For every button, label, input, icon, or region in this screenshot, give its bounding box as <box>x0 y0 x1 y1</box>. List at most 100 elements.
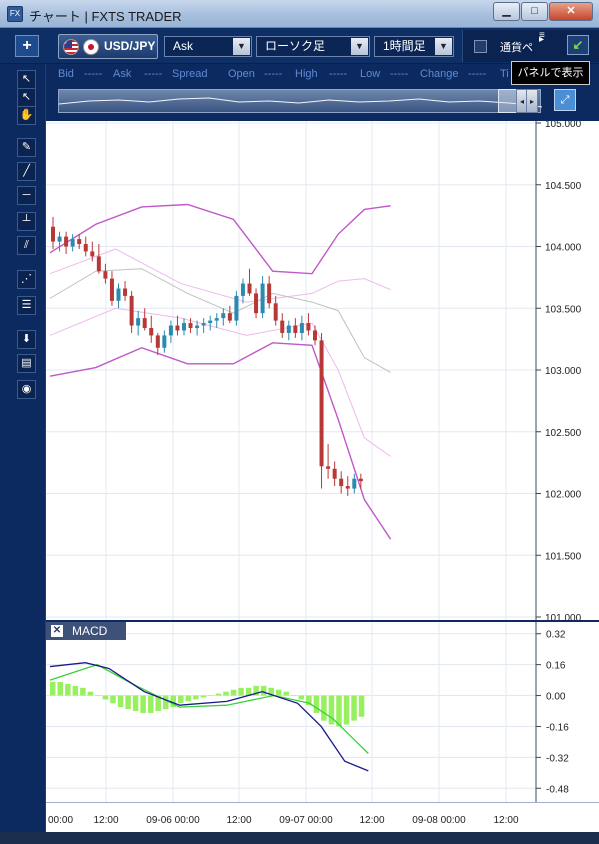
time-tick-label: 09-08 00:00 <box>412 815 466 826</box>
pane-separator[interactable] <box>46 620 599 622</box>
time-tick-label: 09-06 00:00 <box>146 815 200 826</box>
macd-histogram-bar <box>230 689 237 696</box>
macd-histogram-bar <box>298 695 305 700</box>
fibonacci-icon[interactable]: ☰ <box>17 296 36 315</box>
bollinger-middle-band <box>49 268 391 373</box>
candle-body <box>70 239 75 247</box>
candle-body <box>57 236 62 242</box>
candle-body <box>214 318 219 321</box>
vertical-line-icon[interactable]: ┴ <box>17 212 36 231</box>
tooltip: パネルで表示 <box>511 61 590 85</box>
symbol-button[interactable]: USD/JPY <box>58 34 158 59</box>
macd-tick-label: 0.16 <box>546 661 566 672</box>
window-title: チャート | FXTS TRADER <box>29 9 182 24</box>
symbol-label: USD/JPY <box>104 39 156 53</box>
low-label: Low <box>360 68 381 80</box>
maximize-button[interactable]: □ <box>521 2 548 21</box>
pen-icon[interactable]: ✎ <box>17 138 36 157</box>
bollinger-inner-lower-band <box>49 307 391 457</box>
chevron-down-icon: ▼ <box>435 38 452 55</box>
macd-chart[interactable]: 0.32 0.16 0.00 -0.16 -0.32 -0.48 <box>46 622 599 802</box>
candle-body <box>129 295 134 326</box>
macd-histogram-bar <box>110 695 116 704</box>
candle-body <box>332 468 337 479</box>
macd-histogram-bar <box>132 695 139 711</box>
candle-body <box>201 323 206 326</box>
macd-histogram-bar <box>87 691 94 696</box>
detach-arrow-icon[interactable]: ↙ <box>567 35 589 55</box>
menu-grip-icon[interactable]: ≡ ▸ <box>539 30 545 45</box>
candle-body <box>175 325 180 331</box>
time-tick-label: 12:00 <box>493 815 518 826</box>
chart-toolbar: + USD/JPY Ask ▼ ローソク足 ▼ 1時間足 ▼ 通貨ペ ≡ ▸ ↙ <box>0 28 599 64</box>
macd-histogram-bar <box>80 687 86 696</box>
candle-body <box>123 288 128 296</box>
close-macd-icon[interactable]: ✕ <box>51 625 63 637</box>
candle-body <box>83 244 88 252</box>
candle-body <box>247 283 252 294</box>
crosshair-cursor-icon[interactable]: ↖ <box>17 88 36 107</box>
time-label: Ti <box>500 68 509 80</box>
camera-icon[interactable]: ◉ <box>17 380 36 399</box>
macd-histogram-bar <box>155 695 161 711</box>
candle-body <box>162 335 167 348</box>
bid-label: Bid <box>58 68 74 80</box>
macd-histogram-bar <box>72 685 79 696</box>
macd-histogram-bar <box>268 687 274 696</box>
change-label: Change <box>420 68 459 80</box>
signal-line <box>49 663 369 754</box>
fan-icon[interactable]: ⋰ <box>17 270 36 289</box>
navigator-right-arrow-icon[interactable]: ▸ <box>526 89 538 113</box>
macd-tick-label: -0.48 <box>546 784 569 795</box>
trendline-icon[interactable]: ╱ <box>17 162 36 181</box>
download-icon[interactable]: ⬇ <box>17 330 36 349</box>
price-tick-label: 103.000 <box>545 366 582 377</box>
candle-body <box>142 318 147 329</box>
time-axis: 00:00 12:00 09-06 00:00 12:00 09-07 00:00 12:… <box>46 802 599 832</box>
chart-type-select[interactable]: ローソク足 ▼ <box>256 36 370 57</box>
hand-icon[interactable]: ✋ <box>17 106 36 125</box>
zoom-reset-icon[interactable]: ⤢ <box>554 89 576 111</box>
minimize-button[interactable]: ▁ <box>493 2 520 21</box>
candle-body <box>339 478 344 487</box>
drawing-tools: ↖ ↖ ✋ ✎ ╱ ─ ┴ ⫽ ⋰ ☰ ⬇ ▤ ◉ <box>0 64 46 844</box>
candle-body <box>286 325 291 333</box>
parallel-lines-icon[interactable]: ⫽ <box>17 236 36 255</box>
app-icon: FX <box>7 6 23 22</box>
macd-histogram-bar <box>260 685 267 696</box>
timeframe-value: 1時間足 <box>383 39 426 53</box>
cursor-icon[interactable]: ↖ <box>17 70 36 89</box>
macd-histogram-bar <box>162 695 169 710</box>
macd-histogram-bar <box>193 695 199 700</box>
macd-histogram-bar <box>306 695 312 706</box>
high-value: ----- <box>329 68 348 80</box>
macd-header: ✕ MACD <box>46 622 126 640</box>
horizontal-line-icon[interactable]: ─ <box>17 186 36 205</box>
macd-label: MACD <box>72 624 108 638</box>
chevron-down-icon: ▼ <box>351 38 368 55</box>
macd-histogram-bar <box>328 695 335 725</box>
close-button[interactable]: ✕ <box>549 2 593 21</box>
change-value: ----- <box>468 68 487 80</box>
candle-body <box>267 283 272 304</box>
chevron-down-icon: ▼ <box>233 38 250 55</box>
candle-body <box>168 325 173 336</box>
timeframe-select[interactable]: 1時間足 ▼ <box>374 36 454 57</box>
price-chart[interactable]: 105.000 104.500 104.000 103.500 103.000 102.5… <box>46 119 599 624</box>
price-type-select[interactable]: Ask ▼ <box>164 36 252 57</box>
currency-panel-checkbox[interactable] <box>474 40 487 53</box>
macd-histogram-bar <box>200 695 207 698</box>
list-icon[interactable]: ▤ <box>17 354 36 373</box>
candle-body <box>221 313 226 319</box>
us-flag-icon <box>63 39 79 55</box>
navigator-track[interactable] <box>58 89 543 113</box>
macd-histogram-bar <box>140 695 146 713</box>
currency-panel: 通貨ペ ≡ ▸ ↙ <box>462 30 599 62</box>
candle-body <box>345 486 350 489</box>
open-label: Open <box>228 68 255 80</box>
add-chart-button[interactable]: + <box>15 35 39 57</box>
macd-histogram-bar <box>336 695 342 727</box>
title-bar: FX チャート | FXTS TRADER ▁ □ ✕ <box>0 0 599 28</box>
candle-body <box>64 236 69 247</box>
